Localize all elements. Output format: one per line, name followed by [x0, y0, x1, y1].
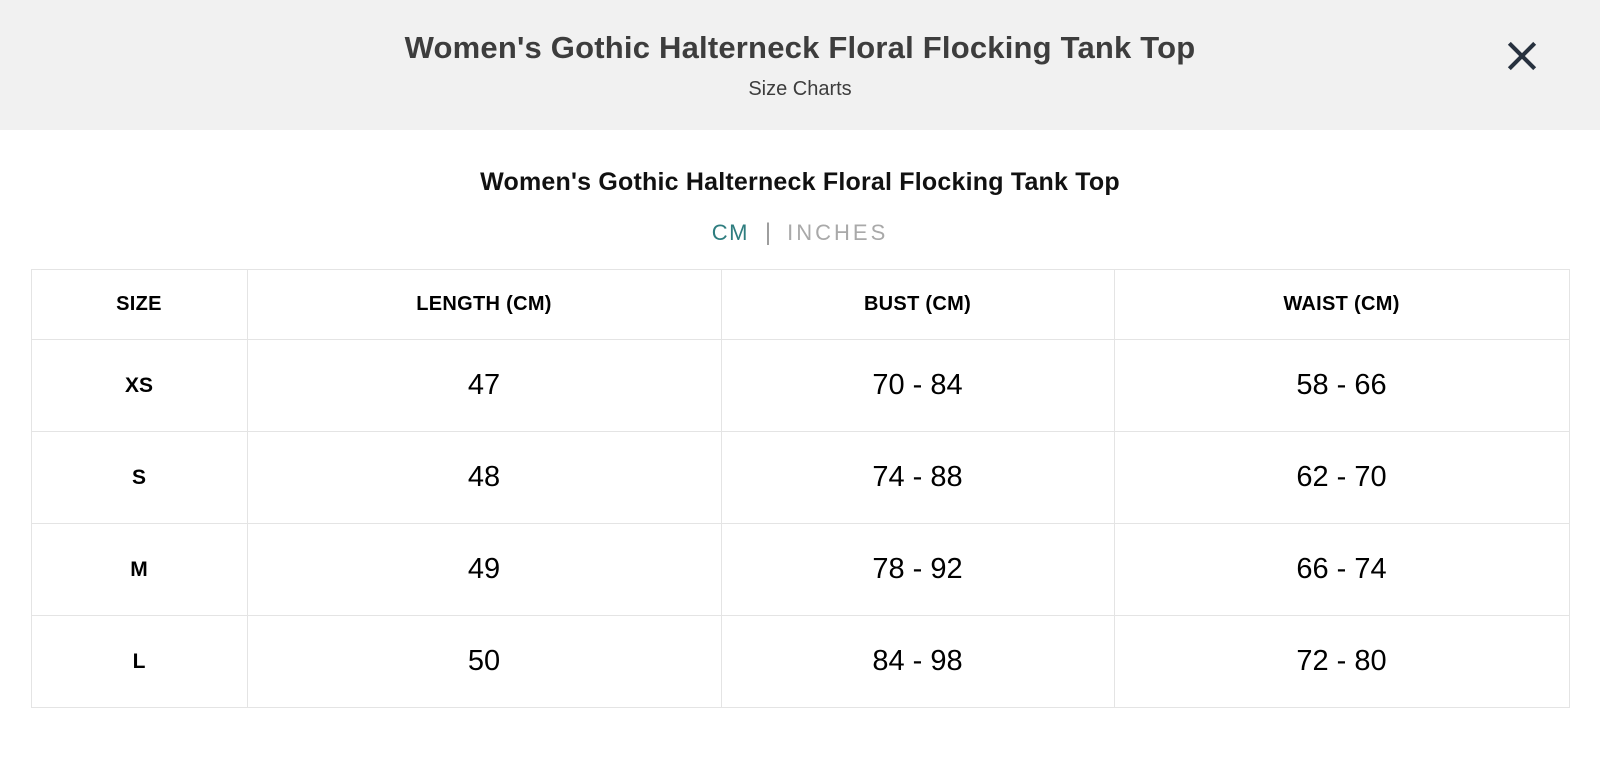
size-cell: L: [30, 615, 248, 708]
measurement-cell: 78 - 92: [720, 523, 1115, 616]
modal-title: Women's Gothic Halterneck Floral Flockin…: [404, 29, 1196, 65]
column-header: LENGTH (CM): [246, 269, 722, 340]
product-title: Women's Gothic Halterneck Floral Flockin…: [480, 168, 1120, 196]
size-chart-table: SIZE LENGTH (CM) BUST (CM) WAIST (CM) XS 47 7…: [30, 269, 1570, 708]
unit-inches-button[interactable]: INCHES: [787, 220, 889, 245]
measurement-cell: 84 - 98: [720, 615, 1115, 708]
size-cell: S: [30, 431, 248, 524]
measurement-cell: 50: [246, 615, 722, 708]
unit-cm-button[interactable]: CM: [711, 220, 749, 245]
measurement-cell: 66 - 74: [1113, 523, 1570, 616]
table-row: XS 47 70 - 84 58 - 66: [30, 339, 1570, 432]
unit-toggle-separator: |: [764, 219, 772, 246]
column-header: BUST (CM): [720, 269, 1115, 340]
modal-header: Women's Gothic Halterneck Floral Flockin…: [0, 0, 1600, 130]
column-header: SIZE: [30, 269, 248, 340]
measurement-cell: 72 - 80: [1113, 615, 1570, 708]
unit-toggle: CM | INCHES: [0, 221, 1600, 245]
modal-subtitle: Size Charts: [748, 77, 852, 100]
table-row: L 50 84 - 98 72 - 80: [30, 615, 1570, 708]
modal-body: Women's Gothic Halterneck Floral Flockin…: [0, 130, 1600, 708]
table-row: S 48 74 - 88 62 - 70: [30, 431, 1570, 524]
measurement-cell: 74 - 88: [720, 431, 1115, 524]
measurement-cell: 47: [246, 339, 722, 432]
close-button[interactable]: [1500, 34, 1544, 78]
measurement-cell: 58 - 66: [1113, 339, 1570, 432]
measurement-cell: 49: [246, 523, 722, 616]
table-header-row: SIZE LENGTH (CM) BUST (CM) WAIST (CM): [30, 269, 1570, 340]
size-cell: XS: [30, 339, 248, 432]
measurement-cell: 70 - 84: [720, 339, 1115, 432]
table-row: M 49 78 - 92 66 - 74: [30, 523, 1570, 616]
measurement-cell: 48: [246, 431, 722, 524]
size-cell: M: [30, 523, 248, 616]
close-icon: [1507, 41, 1537, 71]
column-header: WAIST (CM): [1113, 269, 1570, 340]
measurement-cell: 62 - 70: [1113, 431, 1570, 524]
size-chart-modal: Women's Gothic Halterneck Floral Flockin…: [0, 0, 1600, 708]
